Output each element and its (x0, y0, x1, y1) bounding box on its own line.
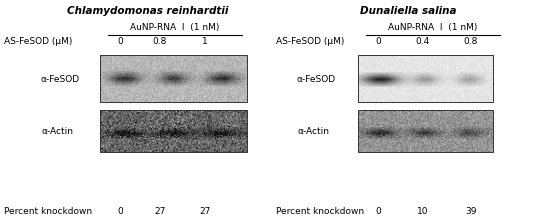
Text: Dunaliella salina: Dunaliella salina (360, 6, 456, 16)
Text: α-Actin: α-Actin (297, 126, 329, 136)
Text: AS-FeSOD (μM): AS-FeSOD (μM) (276, 37, 344, 47)
Text: 0: 0 (375, 37, 381, 47)
Text: α-FeSOD: α-FeSOD (296, 74, 336, 83)
Text: 39: 39 (465, 206, 477, 215)
Text: 0.8: 0.8 (464, 37, 478, 47)
Text: Percent knockdown: Percent knockdown (276, 206, 364, 215)
Text: 0.8: 0.8 (153, 37, 167, 47)
Text: 0.4: 0.4 (416, 37, 430, 47)
Text: 0: 0 (375, 206, 381, 215)
Text: AuNP-RNA  I  (1 nM): AuNP-RNA I (1 nM) (131, 23, 220, 32)
Text: 0: 0 (117, 37, 123, 47)
Text: 0: 0 (117, 206, 123, 215)
Text: 27: 27 (199, 206, 211, 215)
Text: 10: 10 (417, 206, 429, 215)
Text: α-FeSOD: α-FeSOD (40, 74, 79, 83)
Text: Percent knockdown: Percent knockdown (4, 206, 92, 215)
Text: AuNP-RNA  I  (1 nM): AuNP-RNA I (1 nM) (388, 23, 478, 32)
Text: AS-FeSOD (μM): AS-FeSOD (μM) (4, 37, 72, 47)
Text: α-Actin: α-Actin (42, 126, 74, 136)
Text: Chlamydomonas reinhardtii: Chlamydomonas reinhardtii (67, 6, 228, 16)
Text: 1: 1 (202, 37, 208, 47)
Text: 27: 27 (154, 206, 166, 215)
